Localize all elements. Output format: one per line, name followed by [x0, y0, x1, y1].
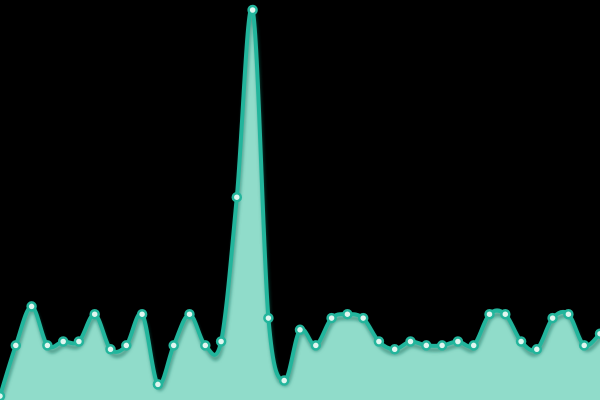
data-point-marker[interactable]: [357, 312, 369, 324]
data-point-marker[interactable]: [373, 336, 385, 347]
data-point-marker[interactable]: [436, 340, 448, 351]
data-point-marker[interactable]: [26, 301, 37, 312]
data-point-marker[interactable]: [263, 312, 274, 324]
data-point-marker[interactable]: [200, 340, 211, 351]
data-point-marker[interactable]: [152, 379, 164, 390]
data-point-marker[interactable]: [515, 336, 527, 347]
data-point-marker[interactable]: [136, 308, 148, 320]
data-point-marker[interactable]: [89, 308, 100, 320]
data-point-marker[interactable]: [294, 324, 306, 336]
data-point-marker[interactable]: [57, 336, 69, 347]
data-point-marker[interactable]: [247, 4, 258, 16]
data-point-marker[interactable]: [73, 336, 85, 347]
data-point-marker[interactable]: [10, 340, 22, 351]
data-point-marker[interactable]: [278, 375, 290, 386]
data-point-marker[interactable]: [231, 191, 243, 203]
data-point-marker[interactable]: [405, 336, 416, 347]
data-point-marker[interactable]: [0, 390, 6, 400]
data-point-marker[interactable]: [484, 308, 495, 320]
data-point-marker[interactable]: [500, 308, 511, 320]
data-point-marker[interactable]: [531, 344, 543, 355]
data-point-marker[interactable]: [389, 344, 400, 355]
data-point-marker[interactable]: [215, 336, 227, 347]
data-point-marker[interactable]: [421, 340, 432, 351]
data-point-marker[interactable]: [468, 340, 479, 351]
data-point-marker[interactable]: [547, 312, 558, 324]
data-point-marker[interactable]: [342, 308, 353, 320]
data-point-marker[interactable]: [168, 340, 179, 351]
data-point-marker[interactable]: [452, 336, 464, 347]
data-point-marker[interactable]: [578, 340, 590, 351]
data-point-marker[interactable]: [184, 308, 195, 320]
data-point-marker[interactable]: [594, 328, 600, 339]
data-point-marker[interactable]: [121, 340, 132, 351]
data-point-marker[interactable]: [563, 308, 574, 320]
data-point-marker[interactable]: [310, 340, 322, 351]
chart-area-fill: [0, 8, 600, 400]
data-point-marker[interactable]: [105, 344, 116, 355]
data-point-marker[interactable]: [326, 312, 337, 324]
data-point-marker[interactable]: [42, 340, 53, 351]
